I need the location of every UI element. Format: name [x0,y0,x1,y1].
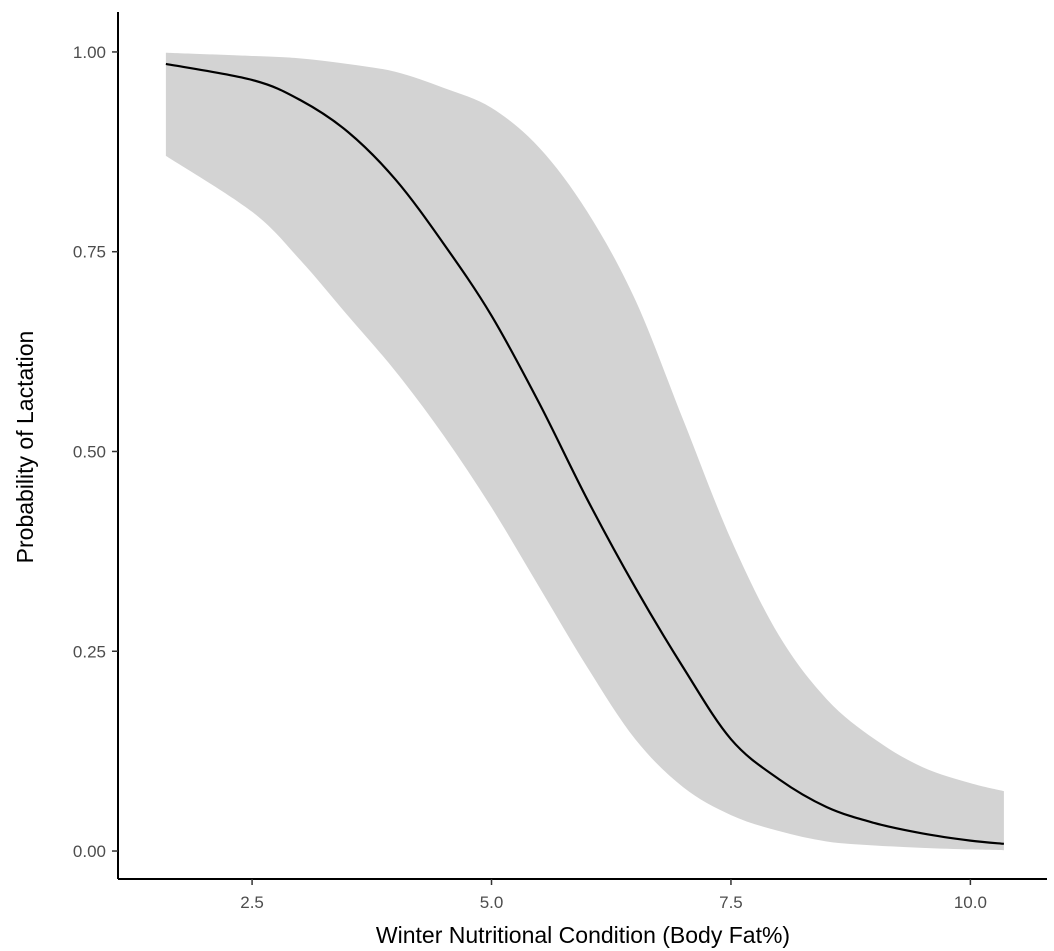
y-tick-label: 0.50 [73,442,106,461]
x-axis-ticks: 2.5 5.0 7.5 10.0 [240,879,987,912]
y-tick-label: 0.25 [73,642,106,661]
x-axis-title: Winter Nutritional Condition (Body Fat%) [376,922,790,948]
x-tick-label: 5.0 [480,893,504,912]
confidence-ribbon [165,52,1004,851]
confidence-ribbon-layer [165,52,1004,851]
y-tick-label: 0.00 [73,842,106,861]
y-axis-title: Probability of Lactation [12,331,38,564]
axes [117,12,1047,880]
fitted-line-layer [165,62,1005,845]
x-tick-label: 10.0 [954,893,987,912]
y-tick-label: 0.75 [73,243,106,262]
x-tick-label: 7.5 [719,893,743,912]
y-axis-ticks: 0.00 0.25 0.50 0.75 1.00 [73,43,118,861]
fitted-probability-line [165,62,1005,845]
x-tick-label: 2.5 [240,893,264,912]
y-tick-label: 1.00 [73,43,106,62]
